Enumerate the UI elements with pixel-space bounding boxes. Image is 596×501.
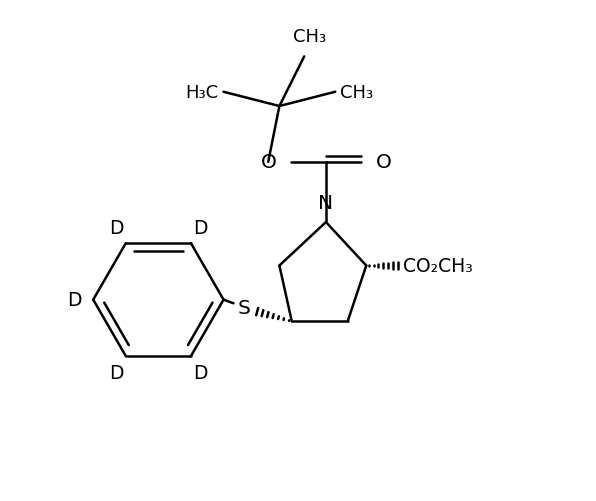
Text: CO₂CH₃: CO₂CH₃ <box>403 257 473 276</box>
Text: D: D <box>67 291 82 310</box>
Text: O: O <box>260 153 277 172</box>
Text: O: O <box>375 153 392 172</box>
Text: D: D <box>109 218 124 237</box>
Text: CH₃: CH₃ <box>340 84 373 102</box>
Text: N: N <box>318 193 334 212</box>
Text: S: S <box>238 298 250 317</box>
Text: CH₃: CH₃ <box>293 28 326 46</box>
Text: H₃C: H₃C <box>185 84 219 102</box>
Text: D: D <box>109 363 124 382</box>
Text: D: D <box>193 363 207 382</box>
Text: D: D <box>193 218 207 237</box>
